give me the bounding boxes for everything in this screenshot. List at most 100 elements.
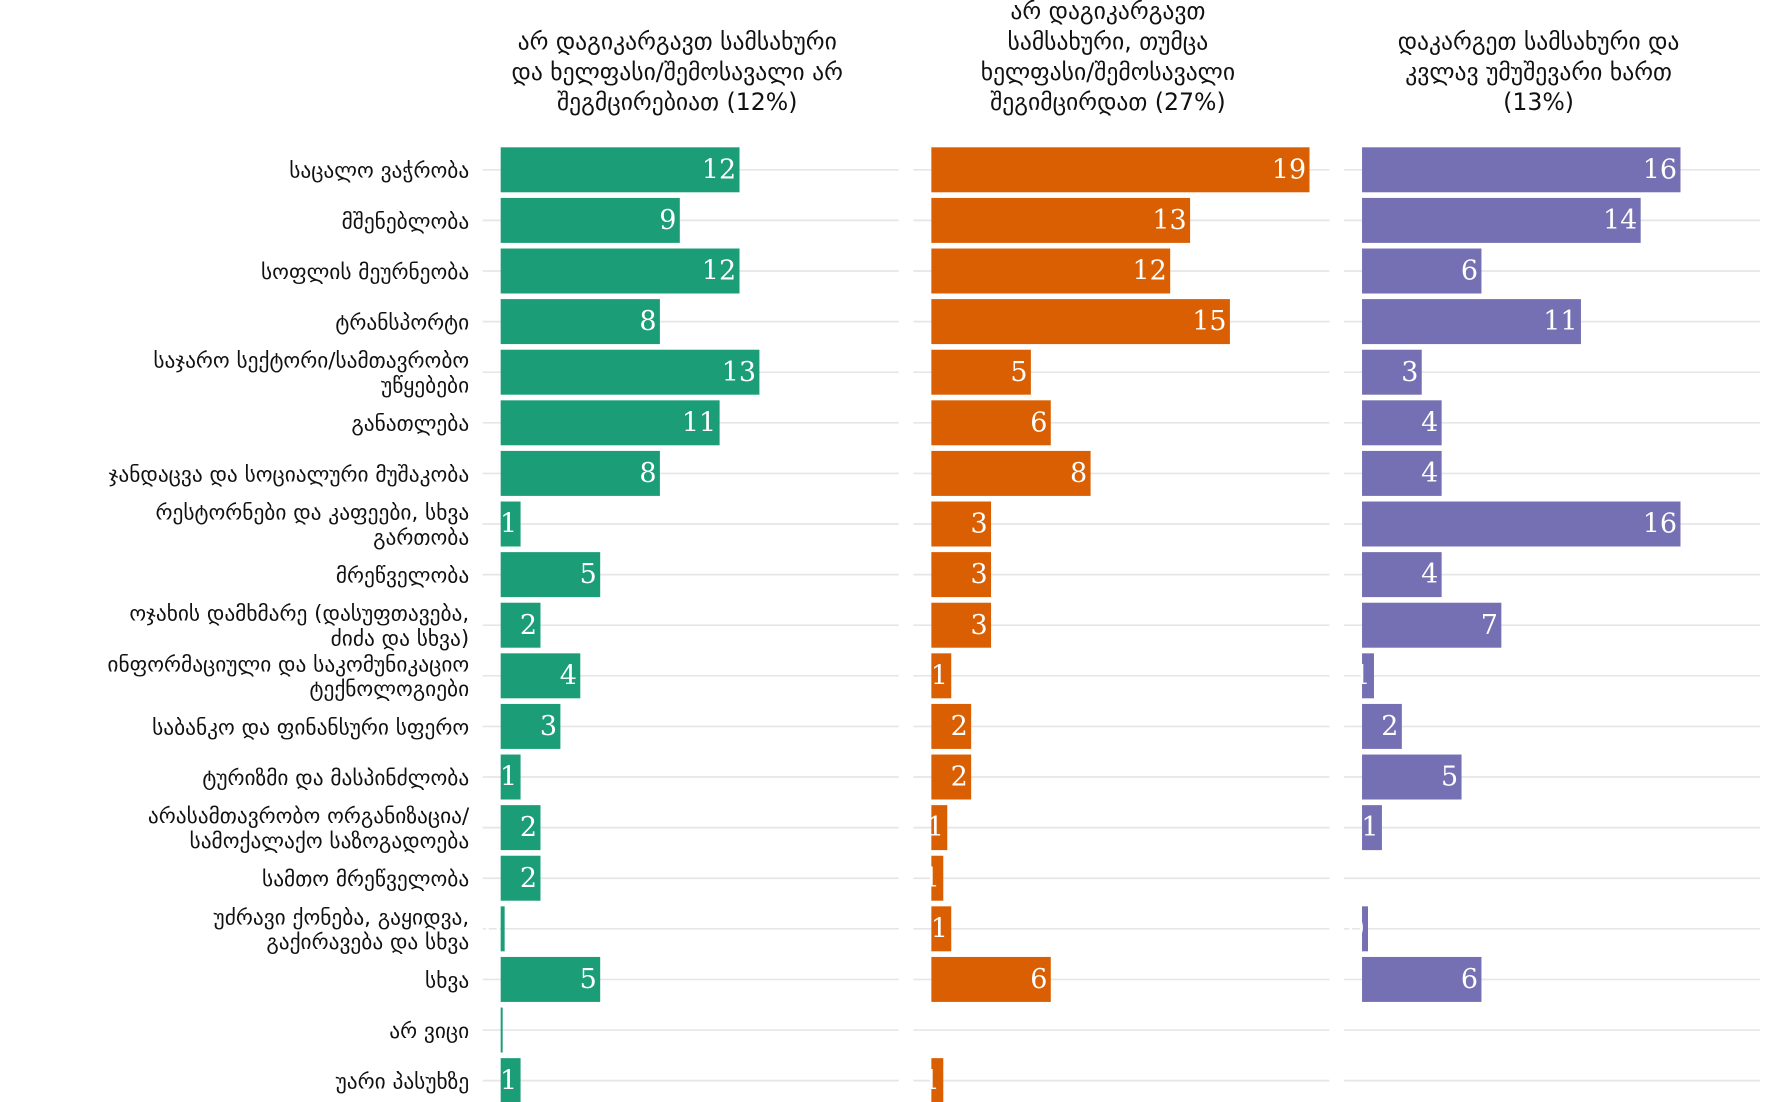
bar [500, 501, 521, 547]
value-label: 3 [540, 711, 557, 742]
bar [931, 349, 1031, 395]
value-label: 2 [520, 863, 537, 894]
bar [500, 450, 660, 496]
value-label: 9 [659, 205, 676, 236]
value-label: 4 [1421, 559, 1438, 590]
bar [1362, 501, 1681, 547]
bar [931, 805, 948, 851]
bar [931, 450, 1091, 496]
value-label: 12 [1132, 256, 1166, 287]
bar [500, 906, 505, 952]
category-label: არასამთავრობო ორგანიზაცია/სამოქალაქო საზ… [148, 804, 470, 854]
category-label: განათლება [351, 412, 469, 437]
value-label: 5 [1441, 762, 1458, 793]
value-label: 1 [927, 812, 944, 843]
value-label: 12 [702, 154, 736, 185]
bar [931, 602, 992, 648]
value-label: 1 [923, 863, 940, 894]
bar [1362, 248, 1482, 294]
category-label: მრეწველობა [336, 563, 469, 588]
value-label: 1 [500, 1065, 517, 1096]
value-label: 16 [1643, 154, 1677, 185]
value-label: 12 [702, 256, 736, 287]
category-label: უძრავი ქონება, გაყიდვა, გაქირავება და სხვ… [214, 905, 470, 955]
bar [500, 602, 541, 648]
bar [1362, 805, 1382, 851]
bar [1362, 653, 1374, 699]
bar [1362, 349, 1422, 395]
value-label: 11 [1543, 306, 1577, 337]
bar [500, 299, 660, 345]
panel-title: არ დაგიკარგავთ სამსახური და ხელფასი/შემოს… [512, 27, 843, 116]
value-label: 2 [520, 812, 537, 843]
value-label: 8 [639, 458, 656, 489]
value-label: 4 [560, 660, 577, 691]
value-label: 11 [682, 407, 716, 438]
category-label: რესტორნები და კაფეები, სხვა გართობა [156, 501, 470, 551]
bar [500, 552, 601, 598]
value-label: 0 [1347, 913, 1364, 944]
value-label: 3 [1401, 357, 1418, 388]
value-label: 5 [1010, 357, 1027, 388]
bar [931, 855, 944, 901]
bar [931, 552, 992, 598]
bar [931, 653, 952, 699]
value-label: 8 [639, 306, 656, 337]
value-label: 6 [1030, 407, 1047, 438]
bar [931, 299, 1230, 345]
bar [931, 906, 952, 952]
category-label: საცალო ვაჭრობა [289, 159, 469, 184]
bar [1362, 147, 1681, 193]
category-label: ჯანდაცვა და სოციალური მუშაკობა [109, 462, 470, 487]
category-label: საბანკო და ფინანსური სფერო [152, 715, 469, 740]
bar [931, 1058, 944, 1102]
value-label: 1 [931, 660, 948, 691]
bar [500, 653, 581, 699]
category-label: არ ვიცი [389, 1019, 469, 1044]
value-label: 0 [484, 913, 501, 944]
panel-title: არ დაგიკარგავთ სამსახური, თუმცა ხელფასი/შე… [981, 0, 1235, 116]
value-label: 16 [1643, 509, 1677, 540]
bar [500, 1058, 521, 1102]
value-label: 3 [971, 610, 988, 641]
category-label: უარი პასუხზე [336, 1070, 470, 1095]
category-label: საჯარო სექტორი/სამთავრობო უწყებები [153, 349, 469, 399]
value-label: 1 [923, 1065, 940, 1096]
value-label: 2 [1381, 711, 1398, 742]
bar [1362, 602, 1502, 648]
bar [1362, 754, 1462, 800]
value-label: 6 [1461, 256, 1478, 287]
value-label: 2 [951, 711, 968, 742]
value-label: 8 [1070, 458, 1087, 489]
bar [931, 956, 1051, 1002]
value-label: 13 [1152, 205, 1186, 236]
value-label: 4 [1421, 407, 1438, 438]
bar [931, 754, 972, 800]
value-label: 1 [500, 762, 517, 793]
value-label: 2 [520, 610, 537, 641]
category-label: ტურიზმი და მასპინძლობა [202, 766, 469, 791]
bar [500, 956, 601, 1002]
value-label: 1 [1353, 660, 1370, 691]
bar [931, 147, 1310, 193]
panel-title: დაკარგეთ სამსახური და კვლავ უმუშევარი ხარ… [1398, 27, 1680, 116]
bar [1362, 956, 1482, 1002]
bar [931, 501, 992, 547]
bar [500, 754, 521, 800]
bar [1362, 299, 1581, 345]
bar [1362, 450, 1442, 496]
bar [500, 400, 720, 446]
value-label: 1 [1361, 812, 1378, 843]
value-label: 15 [1192, 306, 1226, 337]
bar [931, 703, 972, 749]
value-label: 3 [971, 559, 988, 590]
value-label: 1 [500, 509, 517, 540]
value-label: 13 [722, 357, 756, 388]
value-label: 2 [951, 762, 968, 793]
bar [1362, 703, 1402, 749]
bar [500, 703, 561, 749]
category-label: ინფორმაციული და საკომუნიკაციო ტექნოლოგიებ… [107, 652, 469, 702]
value-label: 5 [580, 964, 597, 995]
category-label: ტრანსპორტი [335, 310, 469, 335]
